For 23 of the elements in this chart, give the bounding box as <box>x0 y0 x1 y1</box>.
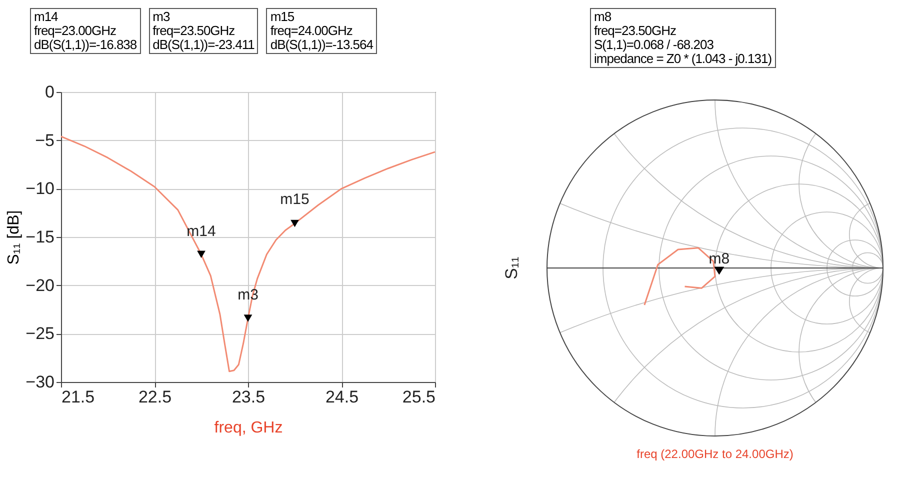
x-axis-title: freq, GHz <box>214 420 283 436</box>
y-tick-label: −20 <box>26 276 54 295</box>
y-tick-label: 0 <box>45 82 54 102</box>
x-tick-label: 22.5 <box>138 388 172 406</box>
y-tick-label: −15 <box>26 228 54 246</box>
text: m8 <box>708 250 730 268</box>
x-tick-label: 24.5 <box>325 388 359 406</box>
text: m15 freq=24.00GHz dB(S(1,1))=-13.564 <box>266 8 377 54</box>
x-tick-label: 25.5 <box>402 388 436 406</box>
line-series <box>60 136 436 372</box>
annotation: m15 <box>280 191 310 208</box>
y-tick-label: −30 <box>26 372 54 392</box>
y-tick-label: −5 <box>35 130 54 150</box>
text: m3 freq=23.50GHz dB(S(1,1))=-23.411 <box>148 8 258 54</box>
text: freq (22.00GHz to 24.00GHz) <box>636 447 794 461</box>
y-axis-title: S₁₁ [dB] <box>6 210 23 265</box>
text: m8 freq=23.50GHz S(1,1)=0.068 / -68.203 impedance = Z0 * (1.043 - j0.131) <box>590 8 776 68</box>
text: S₁₁ <box>502 256 521 280</box>
x-tick-label: 23.5 <box>232 388 266 406</box>
x-tick-label: 21.5 <box>62 388 95 406</box>
text: m14 freq=23.00GHz dB(S(1,1))=-16.838 <box>30 8 141 54</box>
y-tick-label: −25 <box>26 324 54 344</box>
y-tick-label: −10 <box>26 179 54 198</box>
